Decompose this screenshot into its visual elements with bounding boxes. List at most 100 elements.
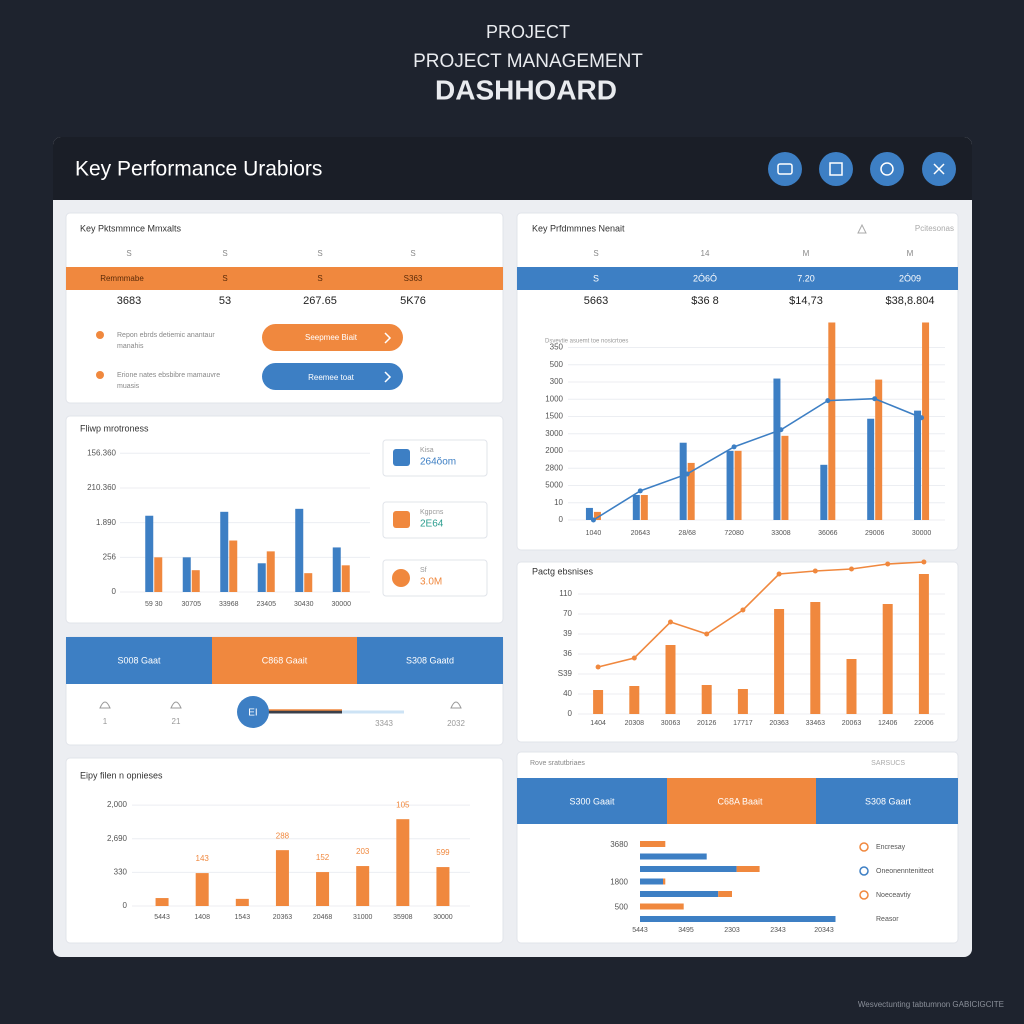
x-tick-label: 35908: [393, 914, 413, 921]
x-tick-label: 12406: [878, 720, 898, 727]
bar: [229, 540, 238, 592]
bar: [663, 878, 666, 885]
bar: [640, 866, 737, 872]
y-tick-label: 210.360: [87, 483, 116, 492]
point: [849, 566, 854, 572]
progress-handle[interactable]: [237, 696, 269, 728]
point: [919, 415, 925, 421]
card-action: SARSUCS: [871, 760, 905, 767]
bar: [640, 903, 684, 910]
x-tick-label: 30000: [332, 601, 352, 608]
bar: [356, 866, 370, 906]
legend-label: Noeceavtiy: [876, 892, 911, 899]
y-tick-label: 3680: [610, 840, 628, 849]
bar: [640, 841, 666, 847]
icon: [170, 701, 182, 709]
tab[interactable]: [517, 778, 667, 824]
progress-label: 21: [172, 717, 181, 726]
x-tick-label: 20063: [842, 720, 862, 727]
bar: [846, 659, 857, 714]
button-label: Seepmee Biait: [305, 333, 358, 342]
header-buttons: [768, 152, 956, 186]
tab[interactable]: [816, 778, 958, 824]
tab[interactable]: [66, 637, 212, 684]
x-tick-label: 30000: [433, 914, 453, 921]
button[interactable]: [870, 152, 904, 186]
stat-card: [382, 501, 488, 539]
column-header: S: [410, 249, 415, 258]
y-tick-label: 256: [103, 552, 117, 561]
column-header: S: [593, 249, 598, 258]
tab[interactable]: [357, 637, 503, 684]
cell: 2Ó6Ó: [693, 273, 717, 283]
point: [872, 396, 878, 402]
x-tick-label: 23405: [257, 601, 277, 608]
cell: S: [317, 274, 322, 283]
stat-label: Sf: [420, 567, 427, 574]
point: [921, 559, 927, 565]
y-tick-label: 0: [568, 709, 573, 718]
stat-label: Kgpcns: [420, 509, 444, 516]
y-tick-label: 5000: [545, 481, 563, 490]
y-tick-label: 40: [563, 689, 572, 698]
item-text: muasis: [117, 383, 140, 390]
button[interactable]: [819, 152, 853, 186]
x-tick-label: 22006: [914, 720, 934, 727]
y-tick-label: 500: [550, 360, 564, 369]
y-tick-label: 156.360: [87, 448, 116, 457]
tab[interactable]: [667, 778, 816, 824]
bullet: [96, 371, 104, 379]
stat-cards: [382, 439, 488, 597]
action-button[interactable]: [262, 363, 403, 390]
button[interactable]: [768, 152, 802, 186]
legend-icon: [859, 866, 869, 876]
bar: [275, 850, 289, 906]
point: [590, 517, 596, 523]
bullet: [96, 331, 104, 339]
legend-icon: [859, 890, 869, 900]
chart-title: Pactg ebsnises: [532, 566, 594, 576]
bar: [820, 464, 828, 520]
annotation: 599: [436, 848, 450, 857]
bar: [396, 819, 410, 906]
line: [597, 561, 924, 668]
panel-header: [53, 137, 972, 200]
x-tick-label: 1040: [586, 530, 602, 537]
stat-card: [382, 559, 488, 597]
icon: [829, 162, 843, 176]
bar: [718, 891, 732, 897]
action-button[interactable]: [262, 324, 403, 351]
tab[interactable]: [212, 637, 357, 684]
tab-label: C68A Baait: [717, 796, 763, 806]
bar: [875, 379, 883, 520]
column-header: S: [222, 249, 227, 258]
bar: [810, 602, 821, 714]
y-tick-label: 330: [114, 867, 128, 876]
x-tick-label: 1543: [235, 914, 251, 921]
point: [776, 571, 782, 577]
bar: [914, 410, 922, 520]
y-tick-label: 2800: [545, 463, 563, 472]
stat-card: [382, 439, 488, 477]
bar: [257, 563, 266, 592]
cell: 53: [219, 295, 231, 307]
bar: [220, 511, 229, 592]
x-tick-label: 17717: [733, 720, 753, 727]
progress-label: 3343: [375, 719, 393, 728]
x-tick-label: 5443: [632, 927, 648, 934]
bar: [191, 570, 200, 592]
cell: S363: [404, 274, 423, 283]
bar: [304, 573, 313, 592]
legend-icon: [859, 842, 869, 852]
cell: 5663: [584, 295, 608, 307]
chevron: [384, 332, 392, 344]
y-tick-label: 1.890: [96, 518, 117, 527]
y-tick-label: 39: [563, 629, 572, 638]
y-tick-label: 3000: [545, 429, 563, 438]
bar: [701, 685, 712, 714]
x-tick-label: 20643: [631, 530, 651, 537]
stat-icon: [393, 449, 410, 466]
bar: [629, 686, 640, 714]
bar: [593, 690, 604, 714]
bar: [665, 645, 676, 714]
